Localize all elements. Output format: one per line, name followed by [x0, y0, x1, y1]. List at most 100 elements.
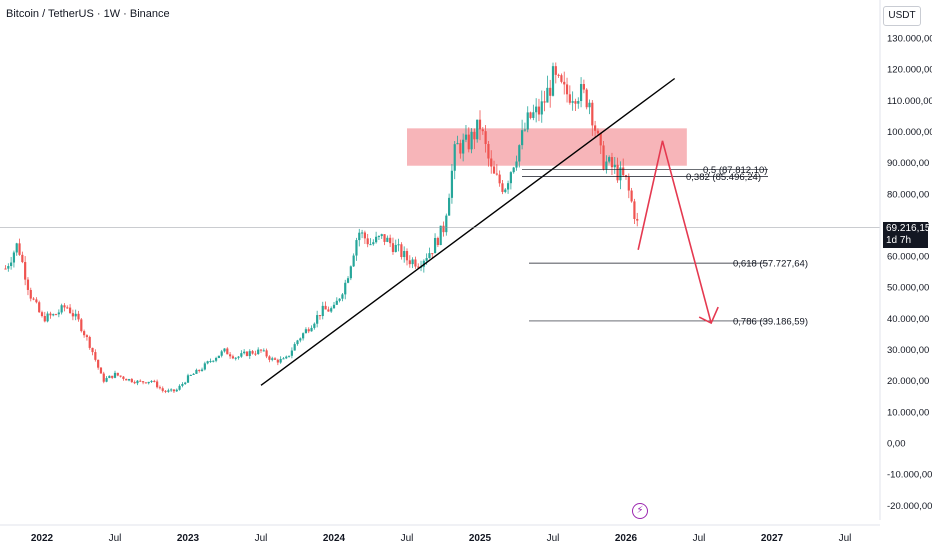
candle-body	[125, 378, 128, 381]
candle-body	[192, 373, 195, 375]
candle-body	[18, 243, 21, 255]
candle-body	[622, 167, 625, 176]
candle-body	[268, 356, 271, 360]
candle-body	[358, 232, 361, 241]
candle-body	[156, 381, 159, 388]
candle-body	[46, 313, 49, 322]
candle-body	[74, 313, 77, 317]
candle-body	[139, 380, 142, 382]
trendline[interactable]	[260, 77, 676, 386]
candle-body	[360, 232, 364, 234]
candle-body	[80, 319, 83, 332]
currency-button[interactable]: USDT	[883, 6, 921, 26]
candle-body	[549, 87, 552, 96]
candle-body	[574, 101, 577, 104]
chart-title: Bitcoin / TetherUS · 1W · Binance	[6, 8, 170, 20]
candle-body	[276, 359, 279, 363]
candle-body	[279, 358, 282, 363]
candle-body	[119, 375, 122, 377]
candle-body	[515, 161, 518, 168]
candle-body	[212, 360, 215, 362]
candle-body	[40, 312, 44, 317]
candle-body	[405, 251, 409, 261]
candle-body	[307, 329, 310, 332]
candle-body	[377, 236, 381, 238]
candle-body	[231, 356, 235, 359]
candle-body	[175, 389, 178, 392]
candle-body	[473, 131, 476, 140]
candle-body	[302, 333, 305, 339]
candle-body	[91, 347, 94, 353]
resistance-zone[interactable]	[407, 128, 687, 166]
candle-body	[551, 66, 555, 96]
candle-body	[624, 175, 628, 177]
candle-body	[15, 243, 18, 253]
y-tick-label: 60.000,00	[887, 252, 929, 263]
candle-body	[273, 358, 277, 360]
candle-body	[386, 237, 389, 242]
candle-body	[369, 244, 372, 246]
candle-body	[476, 119, 479, 140]
candle-body	[490, 158, 493, 167]
lightning-bolt-icon[interactable]: ⚡	[632, 503, 648, 519]
candle-body	[459, 143, 462, 154]
x-tick-label: 2025	[469, 533, 492, 544]
candle-body	[391, 243, 395, 252]
candle-body	[136, 380, 139, 384]
candle-body	[408, 260, 411, 265]
candle-body	[60, 305, 63, 313]
candle-body	[313, 323, 316, 328]
x-tick-label: 2022	[31, 533, 54, 544]
candle-body	[633, 201, 636, 219]
bar-countdown: 1d 7h	[886, 235, 912, 246]
y-tick-label: 0,00	[887, 439, 906, 450]
candle-body	[35, 299, 38, 303]
candle-body	[596, 130, 600, 134]
candle-body	[243, 351, 246, 354]
y-tick-label: 40.000,00	[887, 314, 929, 325]
candle-body	[582, 84, 585, 90]
price-axis: 130.000,00 120.000,00 110.000,00 100.000,00…	[887, 34, 932, 512]
candle-body	[636, 218, 639, 221]
candle-body	[630, 190, 633, 202]
candle-body	[565, 84, 569, 95]
candle-body	[439, 225, 442, 246]
candle-body	[436, 237, 439, 246]
candle-body	[372, 242, 375, 245]
candle-body	[585, 89, 588, 108]
candle-body	[610, 157, 614, 168]
candle-body	[172, 389, 176, 392]
candle-body	[389, 237, 392, 244]
fib-levels: 0,5 (87.812,10)0,382 (85.496,24) 0,618 (5…	[522, 165, 808, 327]
candle-body	[113, 372, 117, 378]
candle-body	[209, 361, 212, 363]
projection-line	[637, 140, 712, 324]
candle-body	[206, 361, 209, 364]
fib-label: 0,5 (87.812,10)	[703, 165, 767, 176]
candle-body	[327, 309, 330, 312]
candle-body	[568, 94, 571, 103]
candle-body	[501, 183, 504, 192]
y-tick-label: 100.000,00	[887, 127, 932, 138]
fib-label: 0,786 (39.186,59)	[733, 316, 808, 327]
projection-path[interactable]	[637, 140, 719, 325]
candle-body	[616, 164, 619, 181]
candle-body	[605, 161, 608, 170]
candle-body	[428, 253, 431, 259]
candle-body	[265, 350, 268, 357]
x-tick-label: Jul	[255, 533, 268, 544]
candle-body	[529, 112, 532, 118]
candle-body	[448, 197, 451, 216]
candle-body	[504, 189, 507, 192]
candle-body	[470, 131, 473, 150]
candle-body	[158, 387, 162, 389]
candle-body	[442, 225, 445, 233]
x-tick-label: 2027	[761, 533, 784, 544]
candle-body	[262, 350, 265, 352]
candle-body	[509, 172, 512, 184]
candle-body	[591, 102, 594, 126]
candle-body	[526, 112, 529, 130]
candle-body	[150, 380, 153, 382]
candle-body	[97, 359, 100, 368]
